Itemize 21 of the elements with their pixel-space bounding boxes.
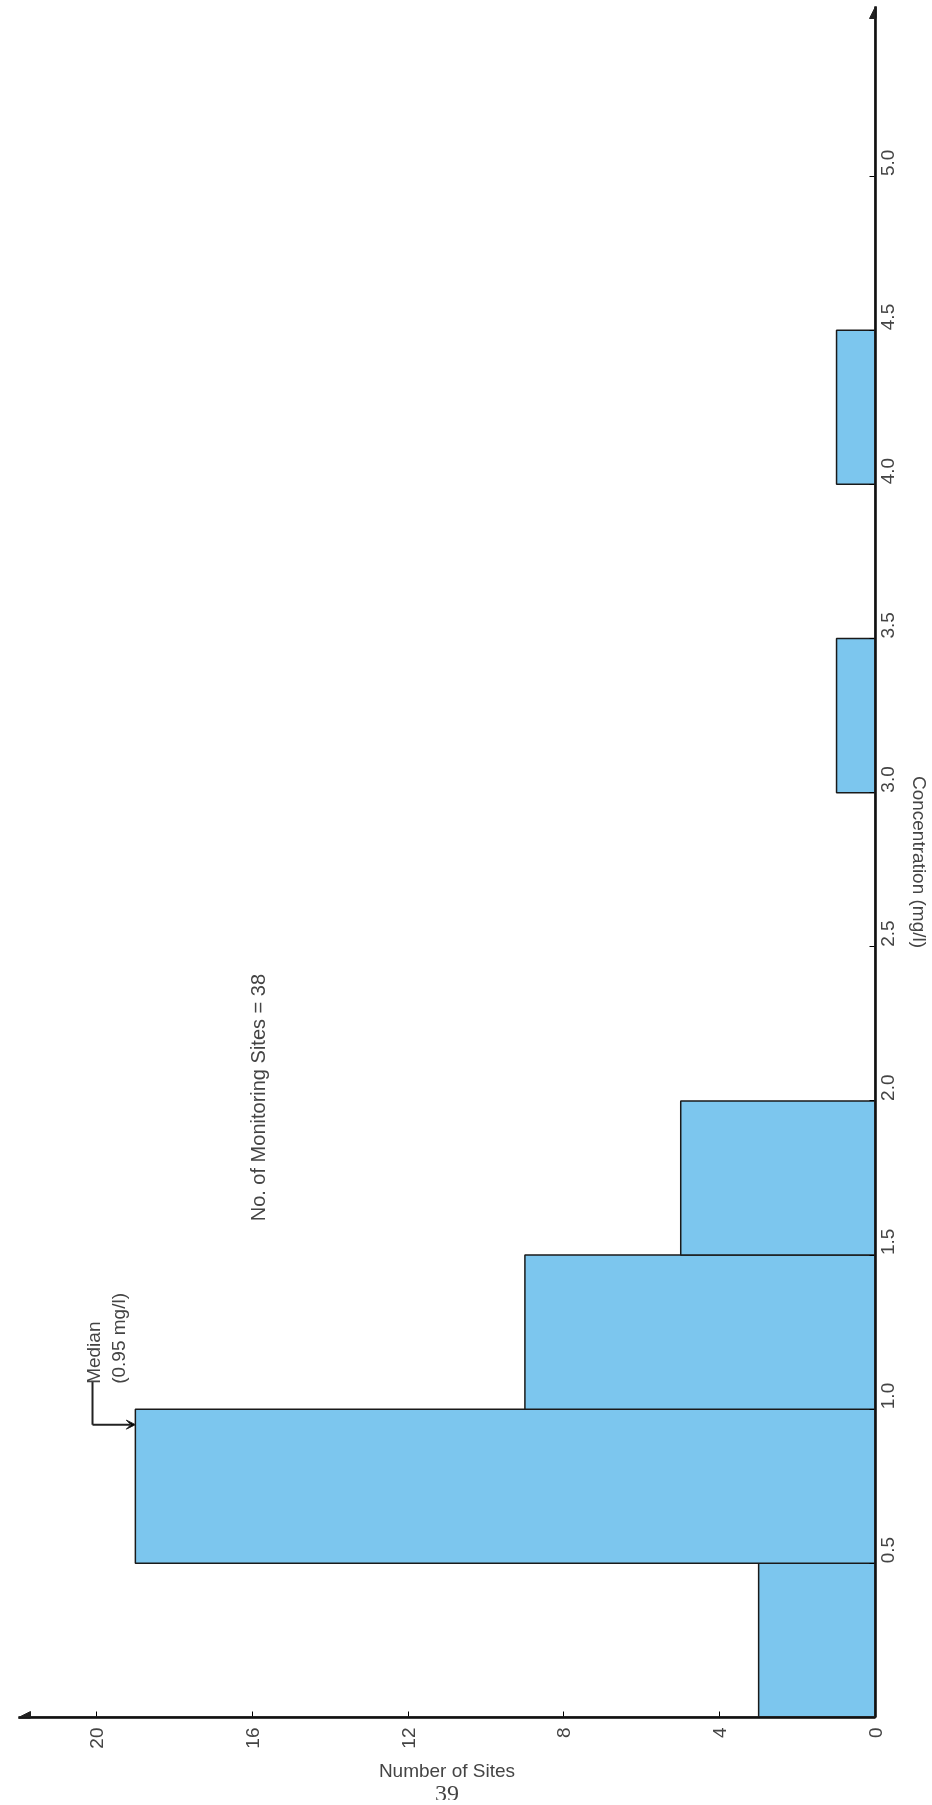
y-tick-label: 2.0 — [877, 1074, 898, 1101]
annotation: Median (0.95 mg/l) — [82, 1293, 129, 1384]
y-tick-label: 2.5 — [877, 920, 898, 947]
y-tick-label: 4.5 — [877, 303, 898, 331]
y-tick-label: 3.5 — [877, 612, 898, 639]
x-tick-label: 20 — [85, 1727, 107, 1749]
y-tick-label: 1.0 — [877, 1382, 898, 1410]
y-axis-title: Concentration (mg/l) — [908, 775, 930, 949]
text: 39 — [435, 1779, 459, 1805]
x-axis-title: Number of Sites — [378, 1759, 516, 1781]
x-tick-label: 16 — [241, 1727, 263, 1749]
x-tick-label: 0 — [865, 1727, 886, 1739]
y-tick-label: 1.5 — [877, 1228, 898, 1256]
x-tick-label: 4 — [709, 1727, 731, 1739]
y-tick-label: 0.5 — [877, 1536, 898, 1564]
y-tick-label: 5.0 — [877, 149, 898, 177]
annotation: No. of Monitoring Sites = 38 — [247, 973, 270, 1222]
y-tick-label: 4.0 — [877, 457, 898, 485]
y-tick-label: 3.0 — [877, 766, 898, 793]
x-tick-label: 12 — [397, 1727, 419, 1749]
x-tick-label: 8 — [553, 1727, 575, 1739]
